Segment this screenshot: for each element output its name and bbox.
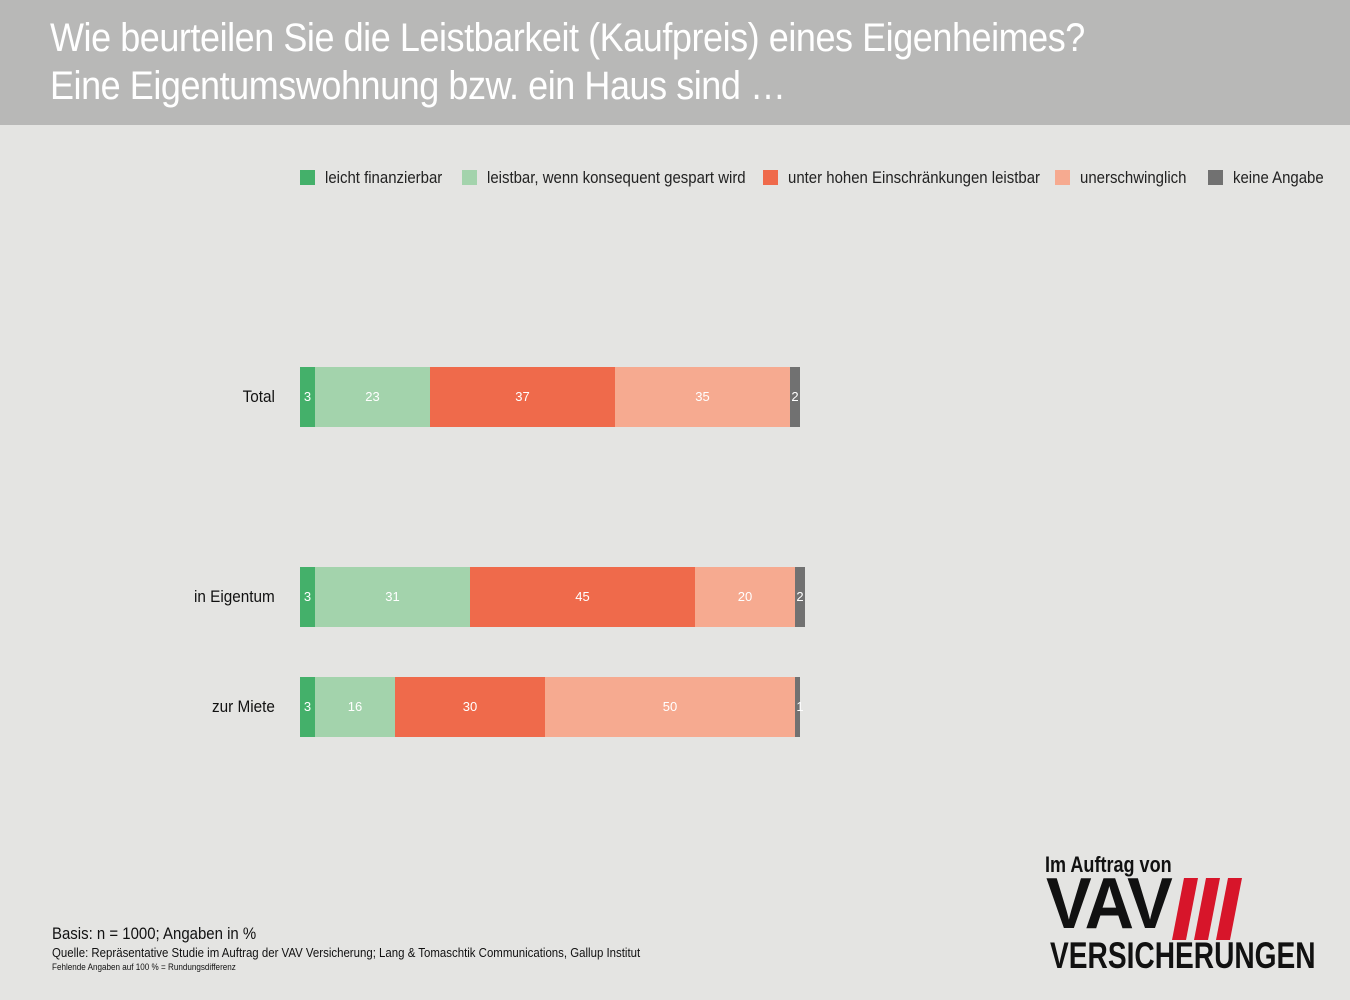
legend-swatch <box>763 170 778 185</box>
bar-segment <box>615 367 790 427</box>
data-label: 20 <box>737 589 753 604</box>
data-label: 35 <box>695 389 710 404</box>
legend-label: unerschwinglich <box>1080 168 1187 187</box>
data-label: 3 <box>303 389 312 404</box>
footer-note: Fehlende Angaben auf 100 % = Rundungsdif… <box>52 962 236 972</box>
legend-label: leicht finanzierbar <box>325 168 443 187</box>
legend-swatch <box>1055 170 1070 185</box>
logo-stripes-icon <box>1172 878 1242 940</box>
logo-tagline: Im Auftrag von <box>1045 852 1172 877</box>
bar-segment <box>790 367 800 427</box>
legend-label: unter hohen Einschränkungen leistbar <box>788 168 1041 187</box>
bar-segment <box>300 677 315 737</box>
bar-segment <box>430 367 615 427</box>
data-label: 23 <box>365 389 380 404</box>
legend-label: keine Angabe <box>1233 168 1324 187</box>
legend-label: leistbar, wenn konsequent gespart wird <box>487 168 746 187</box>
bar-segment <box>300 567 315 627</box>
chart-title-line-2: Eine Eigentumswohnung bzw. ein Haus sind… <box>50 64 786 108</box>
data-label: 31 <box>385 589 400 604</box>
bar-segment <box>470 567 695 627</box>
category-label: zur Miete <box>212 697 275 716</box>
logo-brand: VAV <box>1046 864 1173 944</box>
data-label: 50 <box>662 699 678 714</box>
bar-segment <box>315 367 430 427</box>
category-label: in Eigentum <box>194 587 275 606</box>
bar-segment <box>315 677 395 737</box>
data-label: 30 <box>462 699 478 714</box>
legend-swatch <box>1208 170 1223 185</box>
data-label: 1 <box>796 699 804 714</box>
data-label: 3 <box>303 699 312 714</box>
data-label: 45 <box>575 589 590 604</box>
category-label: Total <box>242 387 275 406</box>
footer-basis: Basis: n = 1000; Angaben in % <box>52 924 257 943</box>
data-label: 2 <box>796 589 804 604</box>
chart-title-line-1: Wie beurteilen Sie die Leistbarkeit (Kau… <box>50 16 1085 60</box>
data-label: 37 <box>515 389 530 404</box>
bar-segment <box>695 567 795 627</box>
footer-source: Quelle: Repräsentative Studie im Auftrag… <box>52 945 641 960</box>
logo-brand-sub: VERSICHERUNGEN <box>1050 935 1316 976</box>
bar-segment <box>315 567 470 627</box>
data-label: 16 <box>347 699 363 714</box>
data-label: 2 <box>791 389 799 404</box>
bar-segment <box>795 567 805 627</box>
bar-segment <box>545 677 795 737</box>
header-banner: Wie beurteilen Sie die Leistbarkeit (Kau… <box>0 0 1350 125</box>
bar-segment <box>795 677 800 737</box>
legend-swatch <box>462 170 477 185</box>
bar-segment <box>300 367 315 427</box>
data-label: 3 <box>303 589 312 604</box>
bar-segment <box>395 677 545 737</box>
legend-swatch <box>300 170 315 185</box>
chart-legend: leicht finanzierbar leistbar, wenn konseq… <box>0 167 1350 191</box>
